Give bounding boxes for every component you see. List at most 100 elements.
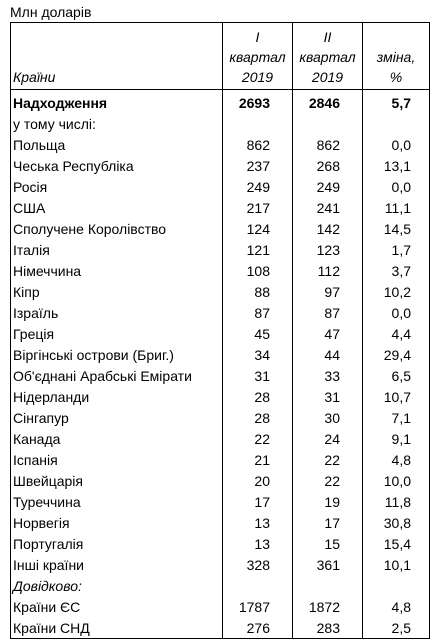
country-cell: США <box>10 197 223 218</box>
country-cell: Норвегія <box>10 512 223 533</box>
q2-value-cell: 47 <box>292 323 363 344</box>
q2-value-cell: 33 <box>292 365 363 386</box>
q1-value-cell: 108 <box>222 260 293 281</box>
total-q1: 2693 <box>222 89 293 113</box>
table-row: Канада 22 24 9,1 <box>10 428 430 449</box>
change-value-cell: 11,8 <box>362 491 430 512</box>
total-label: Надходження <box>10 89 223 113</box>
q1-value-cell: 124 <box>222 218 293 239</box>
change-value-cell: 7,1 <box>362 407 430 428</box>
q2-value-cell: 30 <box>292 407 363 428</box>
table-row: Об'єднані Арабські Емірати 31 33 6,5 <box>10 365 430 386</box>
change-value-cell: 10,0 <box>362 470 430 491</box>
q2-value-cell: 24 <box>292 428 363 449</box>
including-row: у тому числі: <box>10 113 430 134</box>
q2-value-cell: 142 <box>292 218 363 239</box>
table-row: Ізраїль 87 87 0,0 <box>10 302 430 323</box>
q2-value-cell: 283 <box>292 617 363 639</box>
header-country: Країни <box>10 22 223 90</box>
reference-label: Довідково: <box>10 575 223 596</box>
q2-value-cell: 123 <box>292 239 363 260</box>
country-cell: Росія <box>10 176 223 197</box>
q1-value-cell: 31 <box>222 365 293 386</box>
change-value-cell: 0,0 <box>362 176 430 197</box>
header-q2: II квартал 2019 <box>292 22 363 90</box>
table-row: Польща 862 862 0,0 <box>10 134 430 155</box>
q2-value-cell: 87 <box>292 302 363 323</box>
change-value-cell: 1,7 <box>362 239 430 260</box>
q1-value-cell: 34 <box>222 344 293 365</box>
q2-value-cell: 22 <box>292 449 363 470</box>
q2-value-cell: 241 <box>292 197 363 218</box>
header-change-line1: зміна, <box>376 49 416 65</box>
table-row: Сінгапур 28 30 7,1 <box>10 407 430 428</box>
change-value-cell: 0,0 <box>362 302 430 323</box>
q1-value-cell: 237 <box>222 155 293 176</box>
q2-value-cell: 19 <box>292 491 363 512</box>
change-value-cell: 3,7 <box>362 260 430 281</box>
including-label: у тому числі: <box>10 113 223 134</box>
q2-value-cell: 17 <box>292 512 363 533</box>
table-row: Сполучене Королівство 124 142 14,5 <box>10 218 430 239</box>
table-row: Греція 45 47 4,4 <box>10 323 430 344</box>
table-header-row: Країни I квартал 2019 II квартал 2019 зм… <box>10 22 430 90</box>
change-value-cell: 30,8 <box>362 512 430 533</box>
change-value-cell: 10,1 <box>362 554 430 575</box>
q1-value-cell: 276 <box>222 617 293 639</box>
table-row: Країни ЄС 1787 1872 4,8 <box>10 596 430 617</box>
q1-value-cell: 328 <box>222 554 293 575</box>
country-cell: Швейцарія <box>10 470 223 491</box>
q2-value-cell: 1872 <box>292 596 363 617</box>
country-cell: Німеччина <box>10 260 223 281</box>
change-value-cell: 4,8 <box>362 449 430 470</box>
q1-value-cell: 13 <box>222 533 293 554</box>
country-cell: Канада <box>10 428 223 449</box>
unit-label: Млн доларів <box>10 4 92 20</box>
country-cell: Іспанія <box>10 449 223 470</box>
header-q1-line1: I <box>255 29 260 45</box>
header-q2-line1: II <box>323 29 332 45</box>
header-q2-line2: квартал <box>299 49 356 65</box>
header-change: зміна, % <box>362 22 430 90</box>
table-row: Португалія 13 15 15,4 <box>10 533 430 554</box>
change-value-cell: 11,1 <box>362 197 430 218</box>
table-row: Інші країни 328 361 10,1 <box>10 554 430 575</box>
table-row: Швейцарія 20 22 10,0 <box>10 470 430 491</box>
header-q2-line3: 2019 <box>311 69 344 85</box>
country-cell: Туреччина <box>10 491 223 512</box>
header-change-line2: % <box>389 69 403 85</box>
header-q1: I квартал 2019 <box>222 22 293 90</box>
change-value-cell: 0,0 <box>362 134 430 155</box>
q1-value-cell: 249 <box>222 176 293 197</box>
table-row: Віргінські острови (Бриг.) 34 44 29,4 <box>10 344 430 365</box>
q1-value-cell: 87 <box>222 302 293 323</box>
q2-value-cell: 31 <box>292 386 363 407</box>
header-q1-line2: квартал <box>229 49 286 65</box>
country-cell: Нідерланди <box>10 386 223 407</box>
q1-value-cell: 13 <box>222 512 293 533</box>
table-row: Італія 121 123 1,7 <box>10 239 430 260</box>
q1-value-cell: 121 <box>222 239 293 260</box>
q2-value-cell: 97 <box>292 281 363 302</box>
change-value-cell: 29,4 <box>362 344 430 365</box>
total-q2: 2846 <box>292 89 363 113</box>
q2-value-cell: 15 <box>292 533 363 554</box>
change-value-cell: 14,5 <box>362 218 430 239</box>
change-value-cell: 13,1 <box>362 155 430 176</box>
q1-value-cell: 88 <box>222 281 293 302</box>
country-cell: Чеська Республіка <box>10 155 223 176</box>
q1-value-cell: 217 <box>222 197 293 218</box>
q2-value-cell: 44 <box>292 344 363 365</box>
country-cell: Віргінські острови (Бриг.) <box>10 344 223 365</box>
change-value-cell: 2,5 <box>362 617 430 639</box>
q1-value-cell: 28 <box>222 386 293 407</box>
change-value-cell: 4,4 <box>362 323 430 344</box>
q1-value-cell: 20 <box>222 470 293 491</box>
country-cell: Греція <box>10 323 223 344</box>
q1-value-cell: 17 <box>222 491 293 512</box>
country-cell: Португалія <box>10 533 223 554</box>
total-change: 5,7 <box>362 89 430 113</box>
country-cell: Сполучене Королівство <box>10 218 223 239</box>
table-row: Росія 249 249 0,0 <box>10 176 430 197</box>
country-cell: Об'єднані Арабські Емірати <box>10 365 223 386</box>
